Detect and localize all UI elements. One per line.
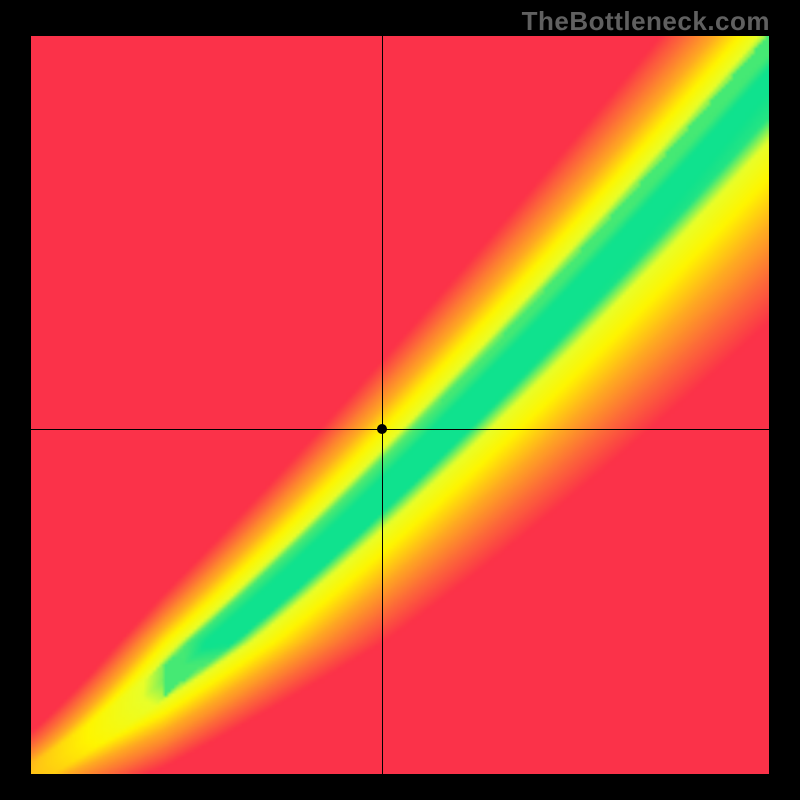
- crosshair-horizontal: [31, 429, 769, 430]
- chart-root: TheBottleneck.com: [0, 0, 800, 800]
- crosshair-vertical: [382, 36, 383, 774]
- watermark-text: TheBottleneck.com: [522, 6, 770, 37]
- heatmap-plot-area: [31, 36, 769, 774]
- heatmap-canvas: [31, 36, 769, 774]
